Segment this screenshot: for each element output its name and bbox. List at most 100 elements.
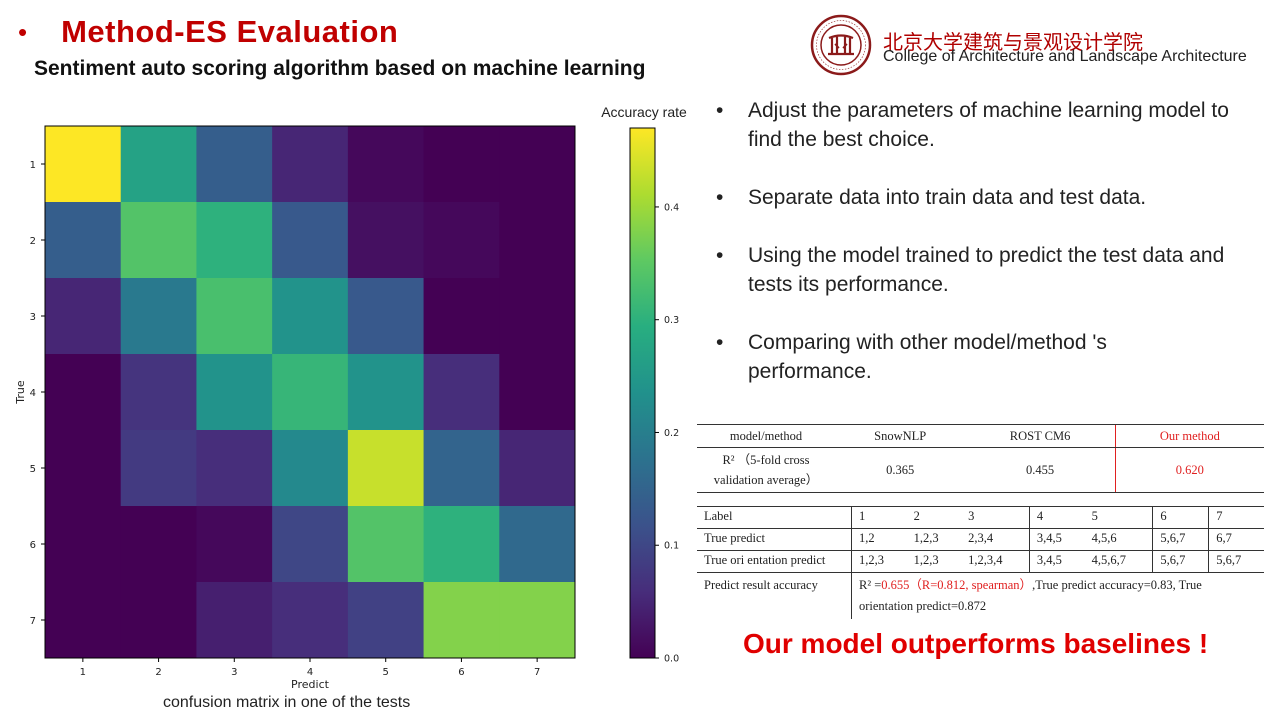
bullet-item: • Comparing with other model/method 's pe… xyxy=(716,328,1236,386)
x-tick-label: 3 xyxy=(231,667,237,678)
table-cell: 2,3,4 xyxy=(961,528,1030,551)
heatmap-cell xyxy=(347,278,425,355)
accuracy-highlight: 0.655（R=0.812, spearman） xyxy=(881,578,1033,592)
peking-university-logo xyxy=(810,14,872,76)
colorbar-tick-label: 0.4 xyxy=(664,202,679,213)
y-tick-label: 1 xyxy=(30,160,36,171)
x-ticks: 1 2 3 4 5 6 7 xyxy=(80,658,540,678)
heatmap-cell xyxy=(45,126,122,203)
bullet-text: Separate data into train data and test d… xyxy=(748,186,1147,209)
y-tick-label: 3 xyxy=(30,312,36,323)
heatmap-cell xyxy=(196,126,273,203)
bullet-text: Using the model trained to predict the t… xyxy=(748,244,1225,296)
heatmap-cell xyxy=(196,202,273,279)
heatmap-cell xyxy=(120,354,197,431)
heatmap-cell xyxy=(423,278,500,355)
y-tick-label: 5 xyxy=(30,464,36,475)
heatmap-cell xyxy=(45,430,122,507)
heatmap-cell xyxy=(45,202,122,279)
heatmap-cell xyxy=(423,354,500,431)
comparison-table: model/method SnowNLP ROST CM6 Our method… xyxy=(697,424,1264,493)
heatmap-cell xyxy=(272,202,349,279)
heatmap-cells xyxy=(45,126,576,659)
heatmap-cell xyxy=(499,278,576,355)
header-cell-ours: Our method xyxy=(1114,424,1264,448)
label-table: Label 1 2 3 4 5 6 7 True predict 1,2 1,2… xyxy=(697,506,1264,619)
colorbar-tick-label: 0.2 xyxy=(664,428,679,439)
slide-title: Method-ES Evaluation xyxy=(61,14,399,49)
table-cell: 3 xyxy=(961,506,1030,529)
heatmap-cell xyxy=(347,126,425,203)
heatmap-cell xyxy=(196,354,273,431)
header-cell: model/method xyxy=(697,424,835,448)
table-cell: 1,2 xyxy=(851,528,907,551)
label-row: Label 1 2 3 4 5 6 7 xyxy=(697,506,1264,529)
heatmap-cell xyxy=(196,430,273,507)
y-tick-label: 6 xyxy=(30,540,36,551)
y-tick-label: 4 xyxy=(30,388,36,399)
table-cell: 3,4,5 xyxy=(1029,528,1085,551)
heatmap-cell xyxy=(347,582,425,659)
heatmap-cell xyxy=(499,582,576,659)
table-cell: 1,2,3,4 xyxy=(961,550,1030,573)
comparison-value-row: R² （5-fold cross validation average） 0.3… xyxy=(697,447,1264,493)
heatmap-cell xyxy=(45,278,122,355)
heatmap-cell xyxy=(120,278,197,355)
heatmap-cell xyxy=(499,430,576,507)
colorbar xyxy=(629,127,656,659)
table-cell: True predict xyxy=(697,528,852,551)
table-cell: 2 xyxy=(906,506,962,529)
table-cell: 1,2,3 xyxy=(906,528,962,551)
bullet-mark: • xyxy=(716,99,724,122)
table-cell: 4,5,6 xyxy=(1084,528,1154,551)
heatmap-cell xyxy=(120,202,197,279)
colorbar-ticks: 0.0 0.1 0.2 0.3 0.4 xyxy=(655,202,679,665)
x-tick-label: 5 xyxy=(383,667,389,678)
y-tick-label: 2 xyxy=(30,236,36,247)
heatmap-cell xyxy=(120,430,197,507)
y-tick-label: 7 xyxy=(30,616,36,627)
heatmap-cell xyxy=(423,126,500,203)
table-cell: 7 xyxy=(1208,506,1264,529)
table-cell: 1,2,3 xyxy=(851,550,907,573)
x-tick-label: 4 xyxy=(307,667,313,678)
colorbar-tick-label: 0.0 xyxy=(664,654,679,665)
university-name-en: College of Architecture and Landscape Ar… xyxy=(883,48,1247,65)
table-cell: 4,5,6,7 xyxy=(1084,550,1154,573)
heatmap-cell xyxy=(272,126,349,203)
bullet-mark: • xyxy=(716,244,724,267)
table-cell: 1,2,3 xyxy=(906,550,962,573)
heatmap-cell xyxy=(347,202,425,279)
heatmap-cell xyxy=(196,506,273,583)
comparison-header-row: model/method SnowNLP ROST CM6 Our method xyxy=(697,424,1264,448)
x-tick-label: 6 xyxy=(458,667,464,678)
heatmap-cell xyxy=(423,202,500,279)
accuracy-cell: R² =0.655（R=0.812, spearman）,True predic… xyxy=(852,573,1265,620)
chart-caption: confusion matrix in one of the tests xyxy=(163,694,411,711)
colorbar-tick-label: 0.3 xyxy=(664,315,679,326)
x-tick-label: 7 xyxy=(534,667,540,678)
heatmap-cell xyxy=(196,278,273,355)
heatmap-cell xyxy=(347,430,425,507)
row-label-cell: R² （5-fold cross validation average） xyxy=(697,447,835,493)
value-cell: 0.365 xyxy=(835,447,966,493)
table-cell: 5,6,7 xyxy=(1208,550,1264,573)
heatmap-cell xyxy=(423,430,500,507)
bullet-mark: • xyxy=(716,331,724,354)
heatmap-cell xyxy=(196,582,273,659)
heatmap-cell xyxy=(499,354,576,431)
x-tick-label: 2 xyxy=(155,667,161,678)
conclusion-text: Our model outperforms baselines ! xyxy=(743,628,1209,659)
heatmap-cell xyxy=(423,582,500,659)
table-cell: 6 xyxy=(1152,506,1210,529)
accuracy-suffix: ,True predict accuracy=0.83, True orient… xyxy=(859,578,1202,613)
y-axis-label: True xyxy=(14,380,27,405)
value-cell-ours: 0.620 xyxy=(1114,447,1264,493)
heatmap-cell xyxy=(45,506,122,583)
heatmap-cell xyxy=(120,582,197,659)
table-cell: Label xyxy=(697,506,852,529)
table-cell: Predict result accuracy xyxy=(697,572,852,619)
header-cell: SnowNLP xyxy=(835,424,966,448)
x-axis-label: Predict xyxy=(291,678,330,691)
heatmap-cell xyxy=(499,126,576,203)
